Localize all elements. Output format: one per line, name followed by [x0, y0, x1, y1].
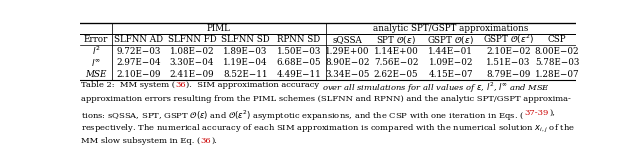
Text: $l^\infty$: $l^\infty$	[91, 57, 100, 68]
Text: 3.34E−05: 3.34E−05	[325, 70, 370, 79]
Text: Table 2:  MM system (: Table 2: MM system (	[81, 81, 175, 89]
Text: 2.97E−04: 2.97E−04	[116, 58, 161, 67]
Text: 1.44E−01: 1.44E−01	[428, 47, 473, 56]
Text: 8.00E−02: 8.00E−02	[535, 47, 579, 56]
Text: 1.50E−03: 1.50E−03	[276, 47, 321, 56]
Text: ).  SIM approximation accuracy: ). SIM approximation accuracy	[186, 81, 322, 89]
Text: 1.14E+00: 1.14E+00	[374, 47, 419, 56]
Text: over all simulations for all values of $\epsilon$, $l^2$, $l^\infty$ and MSE: over all simulations for all values of $…	[322, 81, 550, 95]
Text: $l^2$: $l^2$	[92, 45, 100, 57]
Text: GSPT $\mathcal{O}(\epsilon^2)$: GSPT $\mathcal{O}(\epsilon^2)$	[483, 33, 534, 46]
Text: Error: Error	[84, 35, 108, 44]
Text: 8.79E−09: 8.79E−09	[486, 70, 531, 79]
Text: RPNN SD: RPNN SD	[277, 35, 321, 44]
Text: ).: ).	[211, 137, 217, 145]
Text: 1.89E−03: 1.89E−03	[223, 47, 268, 56]
Text: 1.28E−07: 1.28E−07	[535, 70, 579, 79]
Text: 1.29E+00: 1.29E+00	[325, 47, 370, 56]
Text: CSP: CSP	[548, 35, 566, 44]
Text: 1.09E−02: 1.09E−02	[429, 58, 473, 67]
Text: 2.10E−09: 2.10E−09	[116, 70, 161, 79]
Text: approximation errors resulting from the PIML schemes (SLFNN and RPNN) and the an: approximation errors resulting from the …	[81, 95, 572, 103]
Text: GSPT $\mathcal{O}(\epsilon)$: GSPT $\mathcal{O}(\epsilon)$	[428, 34, 474, 46]
Text: 36: 36	[175, 81, 186, 89]
Text: 7.56E−02: 7.56E−02	[374, 58, 419, 67]
Text: 3.30E−04: 3.30E−04	[170, 58, 214, 67]
Text: 8.90E−02: 8.90E−02	[325, 58, 370, 67]
Text: SLFNN AD: SLFNN AD	[114, 35, 163, 44]
Text: 5.78E−03: 5.78E−03	[535, 58, 579, 67]
Text: 9.72E−03: 9.72E−03	[116, 47, 161, 56]
Text: 4.15E−07: 4.15E−07	[428, 70, 473, 79]
Text: analytic SPT/GSPT approximations: analytic SPT/GSPT approximations	[373, 24, 529, 33]
Text: MM slow subsystem in Eq. (: MM slow subsystem in Eq. (	[81, 137, 201, 145]
Text: 1.51E−03: 1.51E−03	[486, 58, 531, 67]
Text: SLFNN FD: SLFNN FD	[168, 35, 216, 44]
Text: 2.62E−05: 2.62E−05	[374, 70, 419, 79]
Text: 1.19E−04: 1.19E−04	[223, 58, 268, 67]
Text: MSE: MSE	[85, 70, 106, 79]
Text: 2.10E−02: 2.10E−02	[486, 47, 531, 56]
Text: 1.08E−02: 1.08E−02	[170, 47, 214, 56]
Text: SPT $\mathcal{O}(\epsilon)$: SPT $\mathcal{O}(\epsilon)$	[376, 34, 416, 46]
Text: 2.41E−09: 2.41E−09	[170, 70, 214, 79]
Text: respectively. The numerical accuracy of each SIM approximation is compared with : respectively. The numerical accuracy of …	[81, 123, 575, 135]
Text: SLFNN SD: SLFNN SD	[221, 35, 269, 44]
Text: ),: ),	[549, 109, 555, 117]
Text: sQSSA: sQSSA	[333, 35, 362, 44]
Text: 6.68E−05: 6.68E−05	[276, 58, 321, 67]
Text: 8.52E−11: 8.52E−11	[223, 70, 268, 79]
Text: 4.49E−11: 4.49E−11	[276, 70, 321, 79]
Text: PIML: PIML	[207, 24, 230, 33]
Text: 37-39: 37-39	[525, 109, 549, 117]
Text: 36: 36	[201, 137, 211, 145]
Text: tions: sQSSA, SPT, GSPT $\mathcal{O}(\epsilon)$ and $\mathcal{O}(\epsilon^2)$ as: tions: sQSSA, SPT, GSPT $\mathcal{O}(\ep…	[81, 109, 525, 123]
